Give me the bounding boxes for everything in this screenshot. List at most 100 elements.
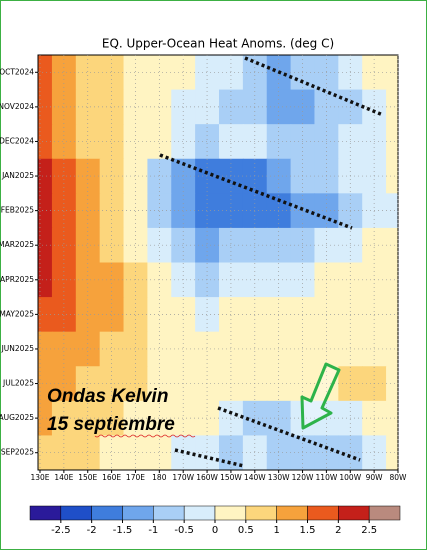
heat-cell — [75, 124, 101, 160]
heat-cell — [219, 124, 244, 160]
colorbar-tick-label: 2 — [335, 525, 341, 536]
colorbar-swatch — [214, 505, 247, 521]
heat-cell — [147, 124, 172, 160]
heat-cell — [99, 227, 125, 264]
x-tick-label: 170E — [126, 473, 145, 482]
y-tick-label: APR2025 — [0, 275, 34, 284]
heat-cell — [195, 124, 220, 160]
heat-cell — [38, 89, 53, 125]
colorbar-tick-label: -1 — [148, 525, 158, 536]
heat-cell — [171, 400, 196, 437]
heat-cell — [75, 158, 101, 194]
heat-cell — [51, 124, 77, 160]
heat-cell — [123, 124, 148, 160]
heat-cell — [99, 297, 125, 333]
x-tick-label: 140E — [54, 473, 73, 482]
x-tick-label: 130E — [30, 473, 49, 482]
colorbar-tick-label: 0 — [212, 525, 218, 536]
colorbar-tick-label: -1.5 — [113, 525, 133, 536]
heat-cell — [38, 435, 53, 470]
colorbar-tick-label: 0.5 — [238, 525, 254, 536]
heat-cell — [147, 331, 172, 367]
heat-cell — [195, 435, 220, 470]
heat-cell — [386, 331, 398, 367]
heat-cell — [38, 55, 53, 91]
heat-cell — [219, 227, 244, 264]
heat-cell — [123, 55, 148, 91]
x-tick-label: 80W — [390, 473, 408, 482]
heat-cell — [195, 158, 220, 194]
annotation: Ondas Kelvin — [47, 386, 168, 407]
heat-cell — [147, 158, 172, 194]
x-tick-label: 90W — [366, 473, 384, 482]
heat-cell — [51, 158, 77, 194]
heat-cell — [51, 400, 77, 437]
colorbar-swatch — [338, 505, 370, 521]
x-tick-label: 150E — [78, 473, 97, 482]
colorbar-swatch — [153, 505, 185, 521]
x-tick-label: 150W — [220, 473, 242, 482]
x-tick-label: 140W — [244, 473, 266, 482]
heat-cell — [75, 331, 101, 367]
heat-cell — [195, 331, 220, 367]
heat-cell — [386, 55, 398, 91]
heat-cell — [147, 297, 172, 333]
y-tick-label: NOV2024 — [0, 102, 34, 111]
heat-cell — [123, 227, 148, 264]
spell-underline — [94, 434, 196, 438]
colorbar-swatch — [183, 505, 216, 521]
heat-cell — [99, 158, 125, 194]
wave-track — [244, 56, 384, 117]
heat-cell — [219, 400, 244, 437]
heat-cell — [75, 400, 101, 437]
plot-border — [37, 54, 399, 471]
colorbar-swatch — [60, 505, 92, 521]
x-tick-label: 110W — [316, 473, 338, 482]
heat-cell — [38, 124, 53, 160]
heat-cell — [123, 400, 148, 437]
heat-cell — [75, 55, 101, 91]
heat-cell — [99, 400, 125, 437]
heat-cell — [386, 193, 398, 229]
heat-cell — [123, 331, 148, 367]
heat-cell — [147, 400, 172, 437]
x-tick-label: 100W — [339, 473, 361, 482]
heat-cell — [51, 55, 77, 91]
y-tick-label: JUL2025 — [2, 379, 34, 388]
y-tick-label: AUG2025 — [0, 413, 34, 422]
heat-cell — [195, 400, 220, 437]
heat-cell — [38, 366, 53, 402]
heat-cell — [386, 89, 398, 125]
x-tick-label: 120W — [292, 473, 314, 482]
heat-cell — [99, 435, 125, 470]
colorbar-tick-label: -2.5 — [51, 525, 71, 536]
heat-cell — [386, 297, 398, 333]
y-tick-label: MAR2025 — [0, 240, 34, 249]
colorbar-swatch — [29, 505, 62, 521]
heat-cell — [171, 297, 196, 333]
heat-cell — [75, 435, 101, 470]
colorbar-swatch — [245, 505, 277, 521]
heat-cell — [171, 55, 196, 91]
y-tick-label: SEP2025 — [1, 448, 34, 457]
heat-cell — [51, 435, 77, 470]
heat-cell — [219, 55, 244, 91]
colorbar-swatch — [368, 505, 401, 521]
heat-cell — [386, 158, 398, 194]
y-tick-label: DEC2024 — [0, 136, 34, 145]
heat-cell — [123, 158, 148, 194]
heat-cell — [38, 297, 53, 333]
arrow — [300, 362, 341, 430]
heat-cell — [147, 55, 172, 91]
heat-cell — [38, 158, 53, 194]
chart-title: EQ. Upper-Ocean Heat Anoms. (deg C) — [102, 37, 334, 51]
colorbar-swatch — [276, 505, 308, 521]
heat-cell — [51, 331, 77, 367]
colorbar-tick-label: 1 — [273, 525, 279, 536]
heat-cell — [123, 435, 148, 470]
heat-cell — [123, 297, 148, 333]
heat-cell — [75, 297, 101, 333]
heat-cell — [75, 227, 101, 264]
